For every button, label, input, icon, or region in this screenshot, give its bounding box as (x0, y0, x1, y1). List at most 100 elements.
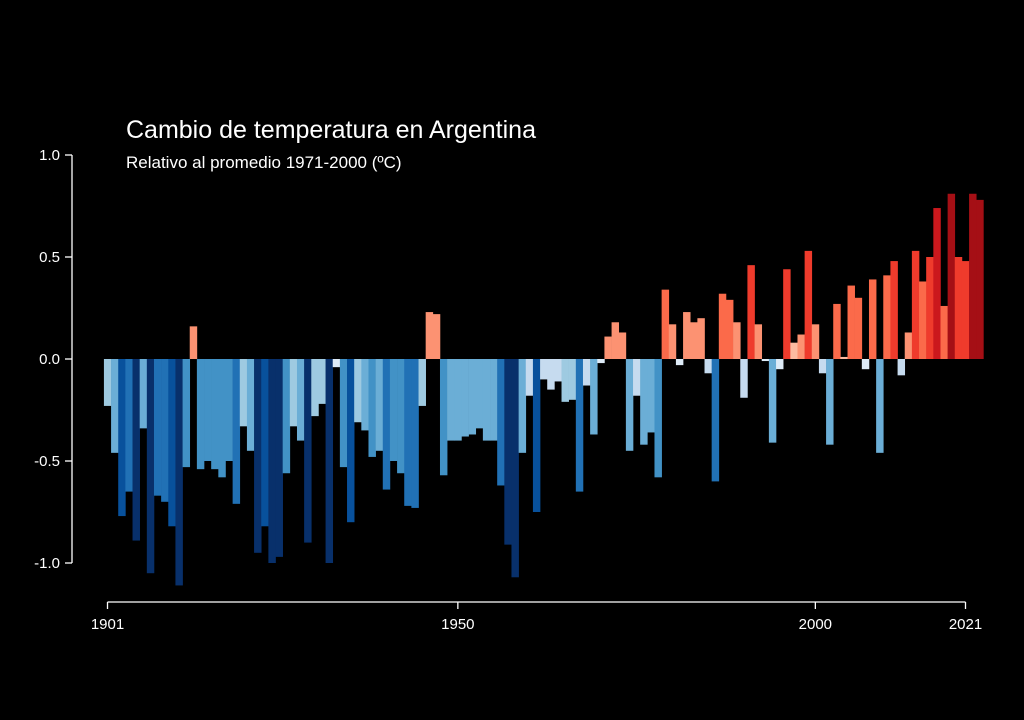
bar-1974 (625, 359, 634, 451)
bar-1994 (768, 359, 777, 443)
bar-1921 (246, 359, 255, 451)
y-axis: 1.0 0.5 0.0 -0.5 -1.0 (34, 147, 73, 572)
x-axis: 1901 1950 2000 2021 (91, 601, 982, 633)
bar-1944 (411, 359, 419, 508)
bar-1928 (296, 359, 305, 441)
bar-1936 (354, 359, 362, 423)
bar-series (103, 193, 984, 586)
bar-1930 (311, 359, 319, 417)
bar-1915 (204, 359, 212, 461)
bar-1913 (189, 326, 198, 359)
bar-1967 (575, 359, 584, 492)
bar-1903 (118, 359, 126, 517)
bar-1971 (604, 336, 612, 359)
bar-1945 (418, 359, 426, 406)
bar-1951 (461, 359, 469, 437)
bar-1927 (289, 359, 298, 427)
bar-2023 (976, 199, 984, 359)
bar-1999 (804, 250, 813, 359)
bar-1998 (797, 334, 805, 359)
bar-1920 (239, 359, 248, 427)
y-tick-label: 1.0 (39, 147, 60, 164)
bar-1984 (697, 318, 705, 359)
bar-2016 (926, 257, 934, 359)
bar-2003 (833, 303, 841, 359)
bar-1978 (654, 359, 662, 478)
bar-1908 (153, 359, 162, 496)
chart-subtitle: Relativo al promedio 1971-2000 (ºC) (126, 153, 402, 172)
bar-1942 (397, 359, 405, 474)
bar-2000 (811, 324, 820, 359)
bar-2013 (904, 332, 913, 359)
bar-2015 (919, 281, 927, 359)
bar-1954 (482, 359, 491, 441)
bar-1956 (497, 359, 505, 486)
bar-1986 (711, 359, 720, 482)
bar-1935 (347, 359, 355, 523)
bar-1969 (590, 359, 598, 435)
bar-2018 (940, 305, 948, 359)
bar-1925 (275, 359, 283, 557)
bar-1995 (776, 359, 784, 370)
bar-2004 (840, 356, 848, 359)
bar-2008 (868, 279, 877, 359)
bar-1922 (254, 359, 262, 553)
bar-2017 (933, 208, 941, 359)
bar-1972 (611, 322, 620, 359)
x-tick-label: 2021 (949, 616, 982, 633)
bar-1981 (675, 359, 684, 366)
bar-1988 (725, 299, 734, 359)
bar-1968 (582, 359, 591, 386)
bar-2007 (861, 359, 870, 370)
bar-1985 (704, 359, 712, 374)
y-tick-label: -1.0 (34, 555, 60, 572)
bar-1902 (111, 359, 119, 453)
bar-1940 (382, 359, 391, 490)
bar-1939 (375, 359, 384, 451)
bar-1926 (282, 359, 291, 474)
chart-title: Cambio de temperatura en Argentina (126, 116, 536, 144)
bar-1934 (339, 359, 348, 468)
bar-1914 (196, 359, 205, 470)
bar-1943 (404, 359, 412, 506)
bar-2011 (890, 261, 898, 359)
bar-1923 (261, 359, 269, 527)
bar-2009 (876, 359, 884, 453)
bar-2022 (969, 193, 977, 359)
bar-1961 (532, 359, 541, 512)
bar-1918 (225, 359, 233, 461)
bar-1912 (182, 359, 191, 468)
bar-1987 (718, 293, 727, 359)
bar-2002 (826, 359, 834, 445)
bar-2021 (961, 261, 970, 359)
bar-1982 (683, 312, 691, 359)
y-tick-label: 0.0 (39, 351, 60, 368)
bar-1983 (690, 322, 698, 359)
bar-2005 (847, 285, 855, 359)
bar-2020 (954, 257, 963, 359)
bar-1910 (168, 359, 176, 527)
bar-1952 (468, 359, 477, 435)
bar-1997 (790, 342, 798, 359)
bar-1931 (318, 359, 326, 404)
bar-1932 (325, 359, 334, 563)
bar-1904 (125, 359, 133, 492)
bar-1963 (547, 359, 555, 390)
bar-1916 (211, 359, 219, 470)
bar-1996 (783, 269, 791, 359)
bar-2012 (897, 359, 906, 376)
bar-1941 (389, 359, 398, 461)
bar-1938 (368, 359, 376, 457)
bar-1992 (754, 324, 763, 359)
x-tick-label: 1901 (91, 616, 124, 633)
y-tick-label: 0.5 (39, 249, 60, 266)
bar-1955 (490, 359, 498, 441)
bar-1911 (175, 359, 183, 586)
bar-1946 (425, 312, 434, 359)
bar-1933 (332, 359, 341, 368)
bar-1950 (454, 359, 462, 441)
bar-1959 (518, 359, 527, 453)
bar-1973 (618, 332, 627, 359)
bar-2006 (854, 297, 863, 359)
